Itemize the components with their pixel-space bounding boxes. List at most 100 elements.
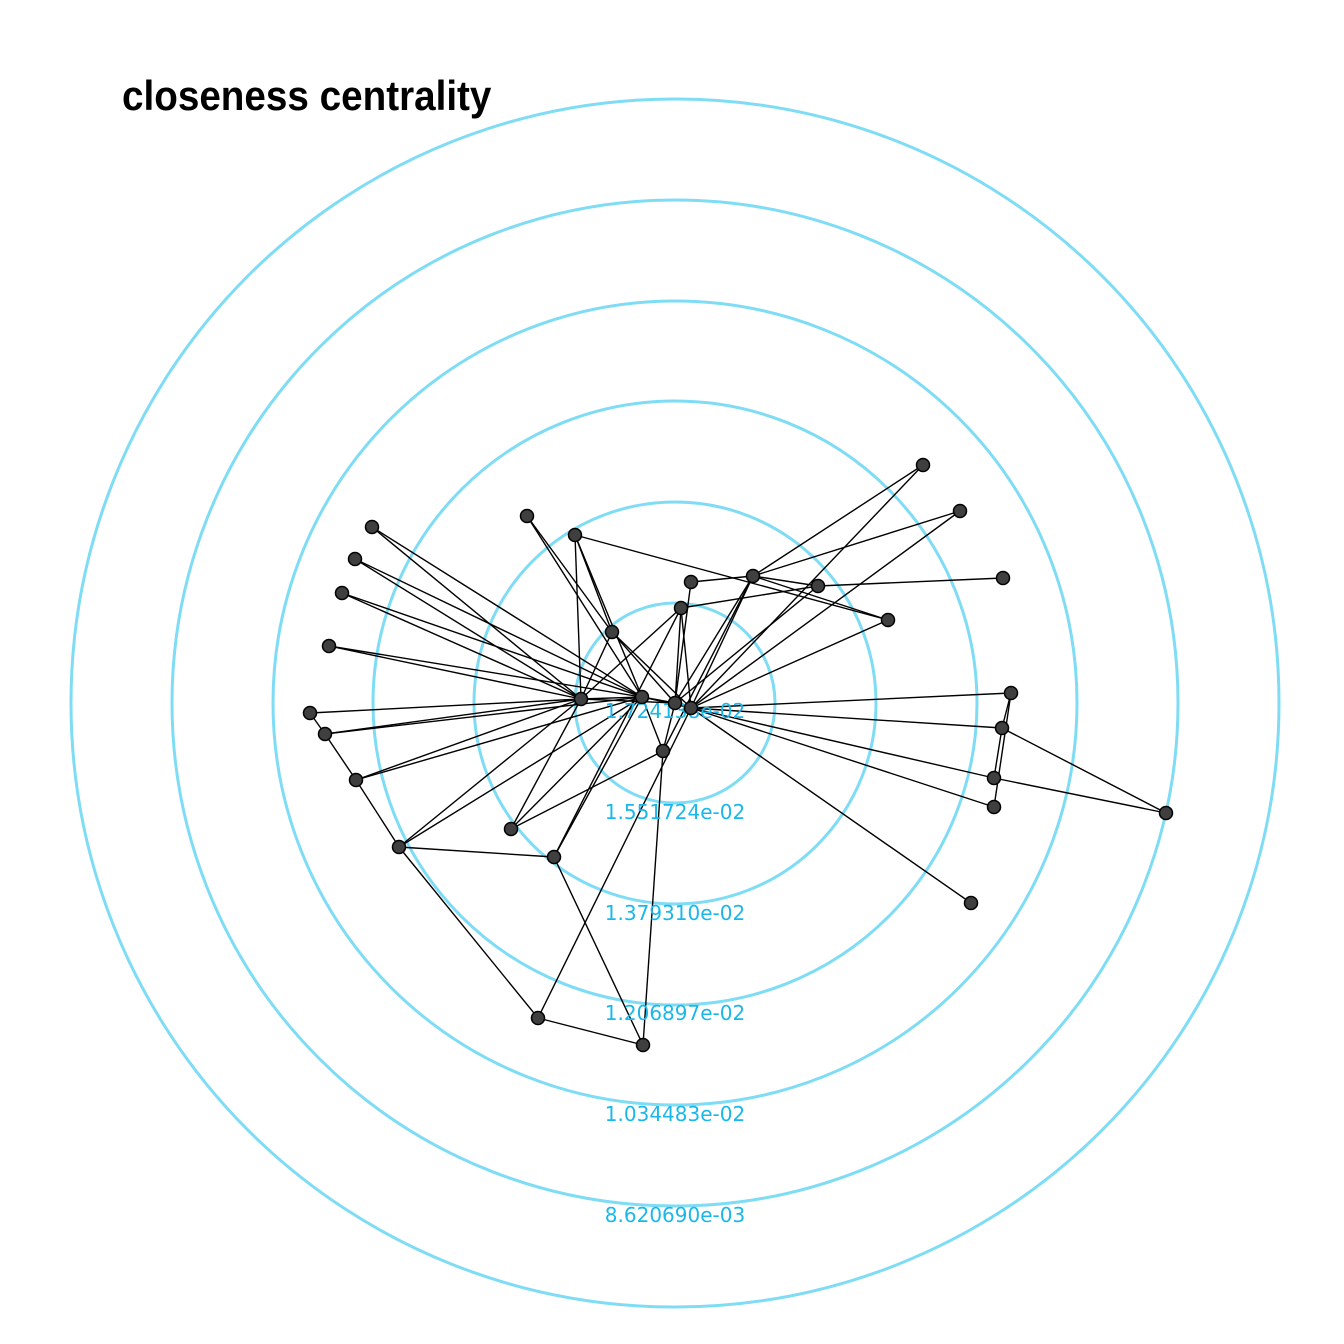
network-node: [334, 585, 350, 601]
network-edge: [354, 558, 582, 700]
network-edge: [580, 698, 676, 704]
network-nodes: [302, 457, 1174, 1053]
network-edge: [553, 856, 644, 1046]
network-edge: [553, 607, 682, 858]
network-edge: [553, 696, 643, 858]
network-edge: [574, 534, 582, 700]
network-edge: [324, 733, 357, 781]
network-edge: [510, 696, 643, 830]
network-edge: [690, 707, 995, 779]
network-edge: [752, 575, 819, 587]
network-edge: [690, 575, 754, 583]
network-edge: [641, 696, 692, 709]
network-node: [302, 705, 318, 721]
network-edge: [674, 581, 692, 704]
network-edge: [526, 515, 613, 633]
network-node: [519, 508, 535, 524]
network-edge: [690, 510, 961, 709]
network-node: [348, 772, 364, 788]
ring-label: 1.379310e-02: [605, 901, 745, 925]
network-node: [635, 1037, 651, 1053]
network-node: [995, 570, 1011, 586]
network-edge: [355, 698, 582, 781]
centrality-ring: [170, 198, 1180, 1208]
network-edge: [690, 707, 1003, 729]
network-edge: [690, 464, 924, 709]
network-node: [952, 503, 968, 519]
network-node: [567, 527, 583, 543]
network-edge: [817, 577, 1004, 587]
network-edge: [993, 727, 1003, 779]
network-edge: [398, 698, 582, 848]
network-edges: [309, 464, 1167, 1046]
network-edge: [690, 619, 889, 709]
network-edge: [324, 696, 643, 735]
network-node: [683, 574, 699, 590]
network-edge: [324, 698, 582, 735]
network-edge: [537, 1017, 644, 1046]
centrality-rings: [69, 97, 1281, 1309]
network-edge: [611, 631, 676, 704]
network-edge: [526, 515, 643, 698]
network-edge: [690, 707, 995, 808]
network-node: [546, 849, 562, 865]
network-node: [604, 624, 620, 640]
network-node: [321, 638, 337, 654]
network-node: [880, 612, 896, 628]
network-edge: [752, 464, 924, 577]
ring-labels: 1.724138e-021.551724e-021.379310e-021.20…: [605, 699, 745, 1227]
network-edge: [611, 631, 692, 709]
network-edge: [537, 707, 692, 1019]
network-edge: [642, 750, 664, 1046]
network-edge: [354, 558, 643, 698]
network-edge: [674, 607, 682, 704]
network-edge: [641, 696, 664, 752]
network-edge: [580, 631, 613, 700]
network-edge: [574, 534, 613, 633]
network-node: [364, 519, 380, 535]
network-node: [963, 895, 979, 911]
network-node: [503, 821, 519, 837]
ring-label: 1.034483e-02: [605, 1102, 745, 1126]
network-node: [994, 720, 1010, 736]
network-edge: [993, 777, 1167, 814]
network-edge: [690, 575, 754, 709]
network-edge: [580, 696, 643, 700]
network-edge: [510, 698, 582, 830]
network-node: [391, 839, 407, 855]
ring-label: 8.620690e-03: [605, 1203, 745, 1227]
network-node: [683, 700, 699, 716]
network-node: [634, 689, 650, 705]
network-node: [655, 743, 671, 759]
network-edge: [662, 575, 754, 752]
network-edge: [371, 526, 643, 698]
plot-title: closeness centrality: [122, 72, 492, 119]
network-edge: [752, 575, 889, 621]
network-node: [745, 568, 761, 584]
network-edge: [690, 707, 972, 904]
network-edge: [309, 698, 582, 714]
network-edge: [510, 750, 664, 830]
ring-label: 1.206897e-02: [605, 1001, 745, 1025]
ring-label: 1.551724e-02: [605, 800, 745, 824]
network-node: [673, 600, 689, 616]
network-node: [1158, 805, 1174, 821]
network-edge: [993, 692, 1012, 808]
centrality-ring: [371, 399, 979, 1007]
network-node: [317, 726, 333, 742]
network-node: [530, 1010, 546, 1026]
network-node: [1003, 685, 1019, 701]
network-edge: [398, 696, 643, 848]
network-edge: [371, 526, 582, 700]
network-node: [573, 691, 589, 707]
centrality-ring: [69, 97, 1281, 1309]
network-edge: [328, 645, 643, 698]
network-node: [667, 695, 683, 711]
network-edge: [574, 534, 643, 698]
network-edge: [662, 702, 676, 752]
network-edge: [680, 607, 692, 709]
network-edge: [580, 607, 682, 700]
network-node: [810, 578, 826, 594]
centrality-ring: [271, 299, 1079, 1107]
